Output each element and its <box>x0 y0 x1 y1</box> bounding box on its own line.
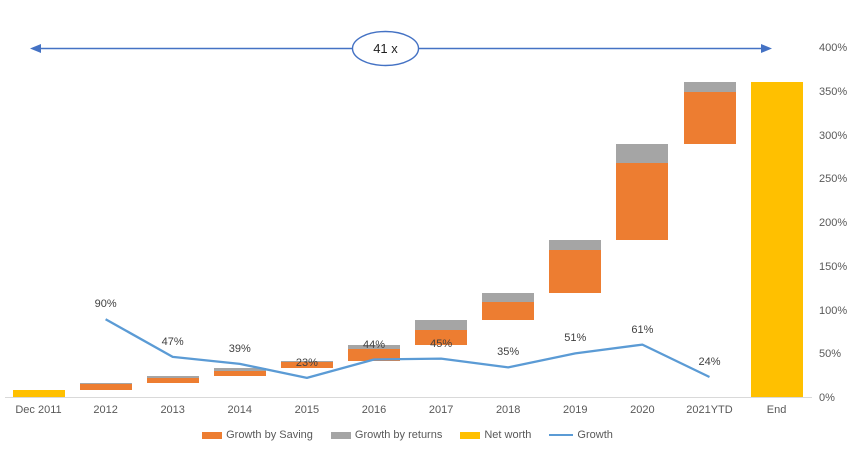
x-axis-label-2019: 2019 <box>563 404 588 416</box>
bar-2013-returns <box>146 376 199 378</box>
x-axis-label-2012: 2012 <box>93 404 118 416</box>
y-axis-tick-350: 350% <box>819 85 848 98</box>
bar-2014-returns <box>213 367 266 371</box>
legend-item-growth-by-saving: Growth by Saving <box>202 429 313 441</box>
bar-2013-saving <box>146 377 199 384</box>
growth-label-2018: 35% <box>497 346 520 359</box>
bar-2016-saving <box>348 348 400 361</box>
growth-label-2015: 23% <box>295 356 318 369</box>
legend-item-net-worth: Net worth <box>460 429 531 441</box>
x-axis-label-2020: 2020 <box>630 404 655 416</box>
growth-label-2017: 45% <box>430 337 453 350</box>
annotation-arrowhead-left <box>30 44 41 53</box>
bar-2012-returns <box>79 383 132 385</box>
growth-label-2013: 47% <box>161 335 184 348</box>
bar-2014-saving <box>213 370 266 377</box>
legend-label: Net worth <box>484 429 532 441</box>
x-axis-label-2015: 2015 <box>294 404 320 416</box>
legend-swatch <box>330 431 351 439</box>
legend-swatch <box>202 431 223 439</box>
legend-item-growth: Growth <box>549 429 613 441</box>
legend-label: Growth by Saving <box>226 429 313 441</box>
x-axis-line <box>5 397 812 398</box>
bar-2019-saving <box>549 250 602 294</box>
bar-2019-returns <box>549 239 602 251</box>
bar-end-net_worth <box>750 82 803 398</box>
y-axis-tick-0: 0% <box>819 392 835 404</box>
growth-label-2012: 90% <box>94 298 117 311</box>
y-axis-tick-100: 100% <box>819 304 848 317</box>
y-axis-tick-400: 400% <box>819 42 848 54</box>
bar-2020-saving <box>616 162 669 240</box>
legend-swatch <box>549 434 574 436</box>
x-axis-label-2021ytd: 2021YTD <box>686 404 733 416</box>
bar-2018-returns <box>482 293 535 303</box>
x-axis-label-2013: 2013 <box>160 404 185 416</box>
bar-2012-saving <box>79 383 132 391</box>
legend-label: Growth by returns <box>354 429 443 441</box>
x-axis-label-2018: 2018 <box>495 404 521 416</box>
x-axis-label-2016: 2016 <box>361 404 387 416</box>
bar-dec-2011-net_worth <box>12 390 65 398</box>
legend-item-growth-by-returns: Growth by returns <box>330 429 443 441</box>
x-axis-label-2017: 2017 <box>428 404 454 416</box>
multiplier-label: 41 x <box>373 41 398 56</box>
annotation-ellipse <box>351 30 420 67</box>
growth-label-2016: 44% <box>362 338 386 351</box>
legend-label: Growth <box>577 429 613 441</box>
x-axis-label-2014: 2014 <box>227 404 253 416</box>
multiplier-annotation: 41 x <box>30 30 772 67</box>
bar-2017-returns <box>415 320 468 331</box>
bar-2021ytd-returns <box>683 82 736 92</box>
annotation-arrowhead-right <box>761 44 772 53</box>
y-axis-tick-300: 300% <box>819 129 848 142</box>
bar-2018-saving <box>482 302 535 321</box>
y-axis-tick-50: 50% <box>819 348 842 361</box>
x-axis-label-end: End <box>766 404 787 416</box>
growth-label-2014: 39% <box>228 342 251 355</box>
legend-swatch <box>460 431 481 439</box>
chart-legend: Growth by Saving Growth by returns Net wor… <box>0 429 815 441</box>
y-axis-tick-150: 150% <box>819 260 848 273</box>
y-axis-tick-250: 250% <box>819 173 848 186</box>
y-axis-tick-200: 200% <box>819 217 848 229</box>
growth-label-2020: 61% <box>631 323 654 336</box>
x-axis-label-dec-2011: Dec 2011 <box>15 404 62 416</box>
bar-2021ytd-saving <box>683 91 736 144</box>
bar-2020-returns <box>616 143 669 163</box>
growth-label-2021ytd: 24% <box>698 356 721 368</box>
growth-label-2019: 51% <box>564 332 587 345</box>
